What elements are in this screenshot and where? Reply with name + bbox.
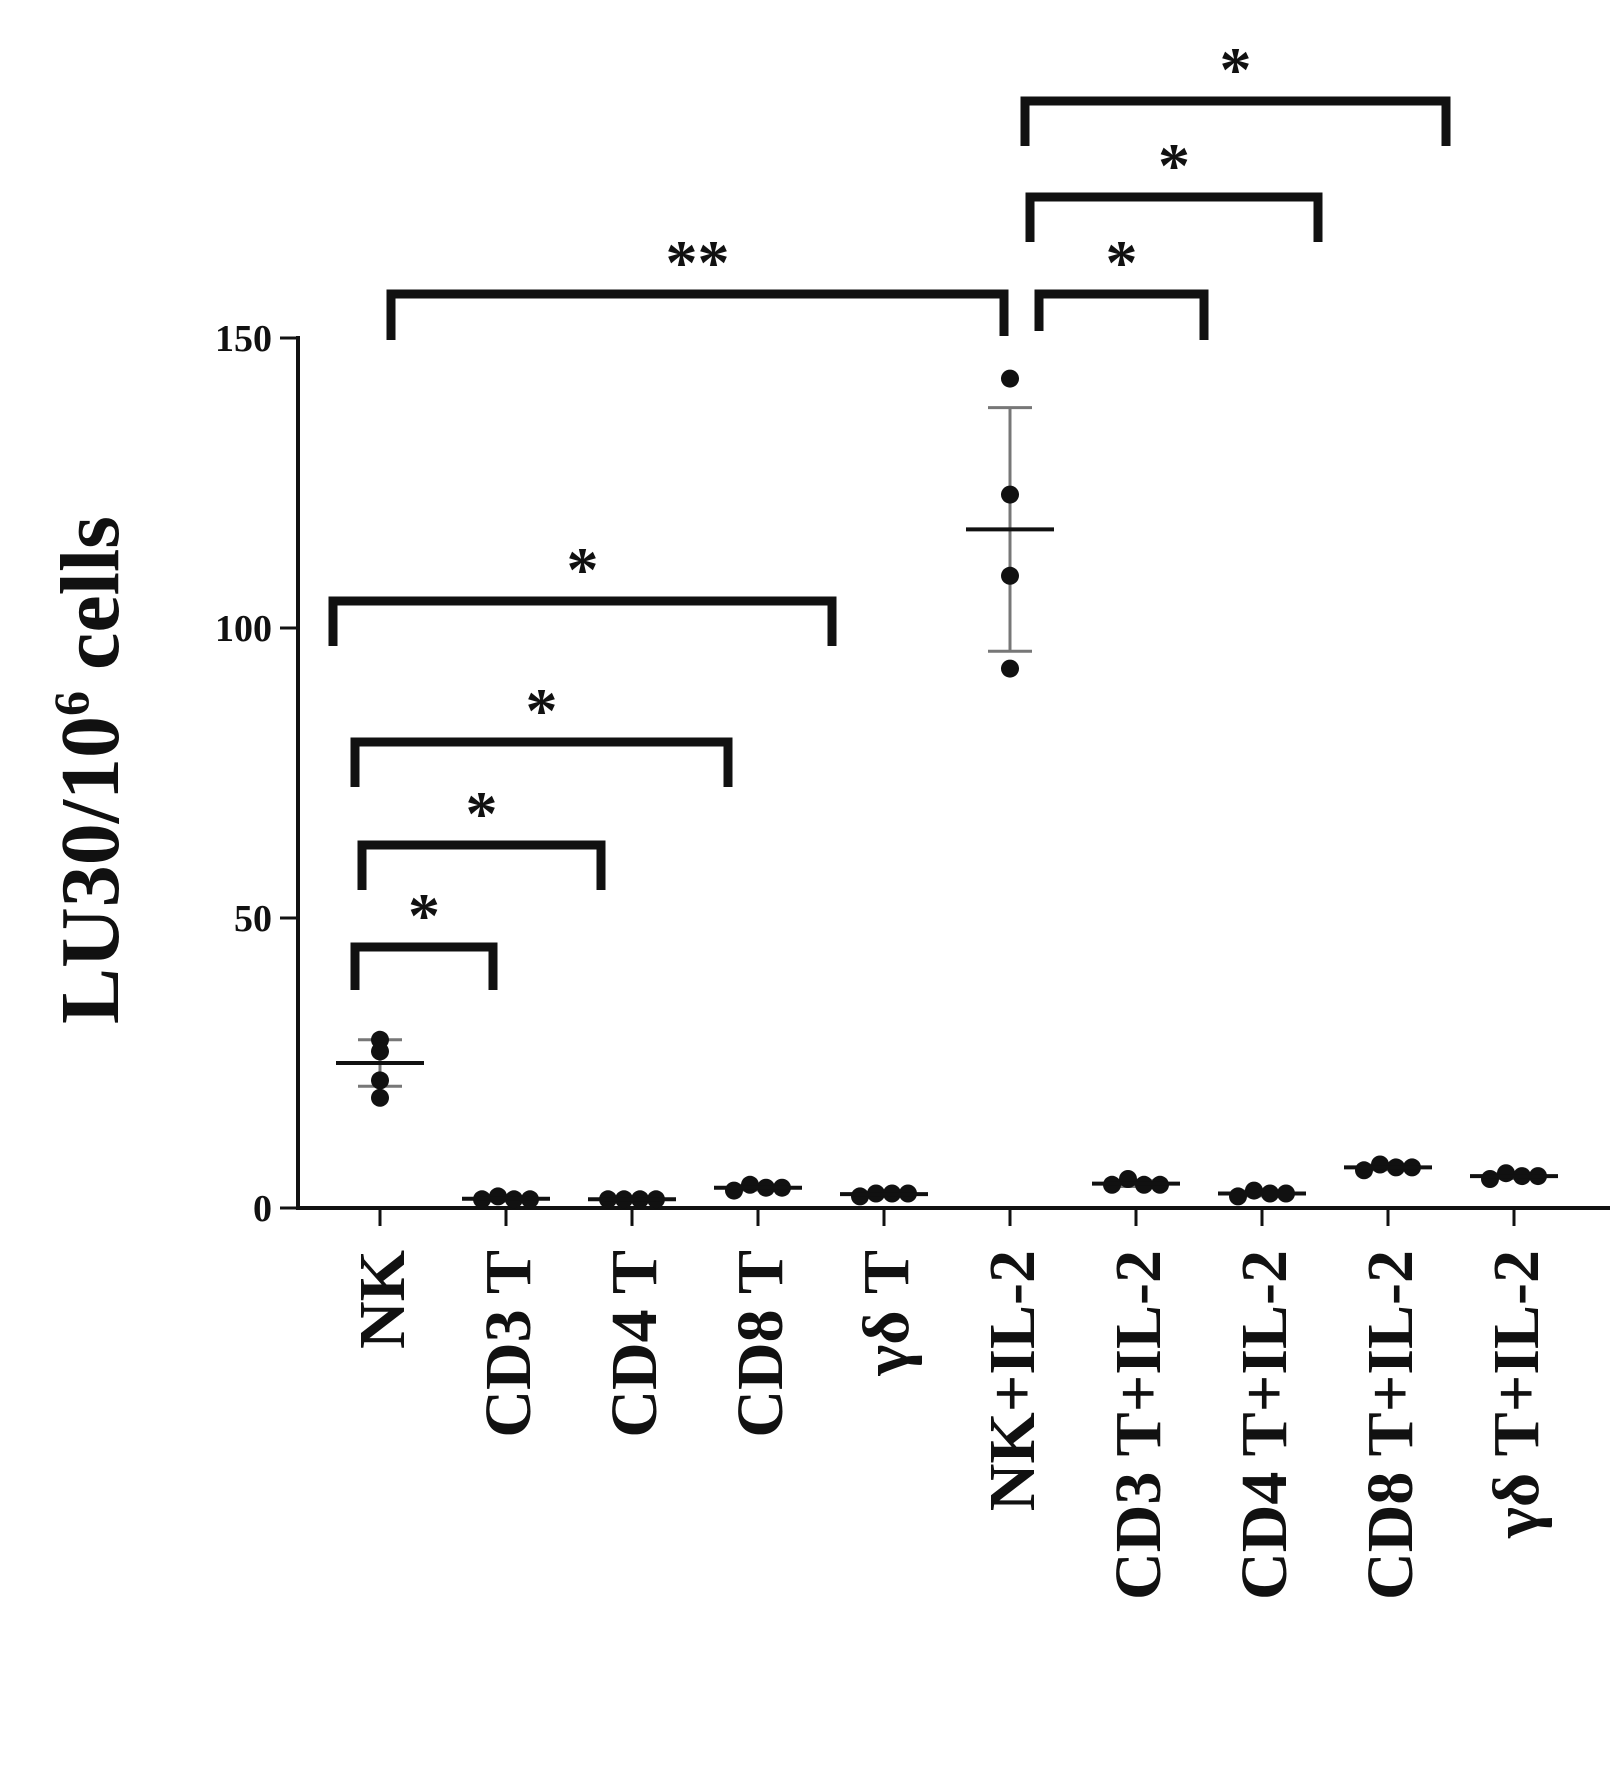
- data-point: [1001, 485, 1019, 504]
- category-label: NK+IL-2: [976, 1250, 1049, 1511]
- significance-bracket: *: [357, 778, 606, 890]
- significance-bracket: **: [386, 227, 1009, 340]
- bracket-line: [1025, 192, 1323, 242]
- data-group: [714, 1175, 802, 1200]
- data-groups: [336, 369, 1558, 1209]
- data-point: [489, 1187, 507, 1206]
- bracket-line: [350, 737, 733, 787]
- data-group: [1344, 1155, 1432, 1180]
- y-axis-label-exponent: 6: [43, 691, 99, 716]
- data-group: [336, 1030, 424, 1107]
- data-group: [966, 369, 1054, 678]
- axes: 0 50 100 150: [215, 318, 1610, 1230]
- significance-bracket: *: [328, 534, 837, 646]
- bracket-line: [1020, 96, 1451, 146]
- data-point: [371, 1042, 389, 1061]
- significance-brackets: ****** ***: [328, 34, 1451, 990]
- data-point: [1001, 369, 1019, 388]
- significance-bracket: *: [1034, 227, 1209, 340]
- data-point: [1001, 566, 1019, 585]
- significance-label: *: [1106, 227, 1138, 298]
- significance-bracket: *: [350, 675, 733, 787]
- significance-label: *: [466, 778, 498, 849]
- y-axis-label: LU30/106 cells: [43, 516, 137, 1024]
- category-label: γδ T+IL-2: [1480, 1250, 1553, 1539]
- data-group: [588, 1190, 676, 1209]
- y-tick-label: 50: [234, 898, 272, 940]
- bracket-line: [357, 840, 606, 890]
- data-group: [840, 1184, 928, 1206]
- category-label: CD3 T: [472, 1250, 545, 1438]
- data-point: [371, 1088, 389, 1107]
- bracket-line: [386, 289, 1009, 340]
- bracket-line: [350, 942, 498, 990]
- y-tick-label: 150: [215, 318, 272, 360]
- category-label: CD3 T+IL-2: [1102, 1250, 1175, 1600]
- data-point: [725, 1181, 743, 1200]
- data-point: [371, 1071, 389, 1090]
- significance-label: **: [666, 227, 730, 298]
- significance-label: *: [408, 880, 440, 951]
- data-point: [1355, 1161, 1373, 1180]
- data-point: [1229, 1187, 1247, 1206]
- y-axis-label-suffix: cells: [44, 516, 137, 691]
- category-label: γδ T: [850, 1250, 923, 1377]
- y-tick-label: 100: [215, 608, 272, 650]
- significance-bracket: *: [1020, 34, 1451, 146]
- significance-label: *: [1158, 130, 1190, 201]
- data-group: [1470, 1164, 1558, 1188]
- significance-bracket: *: [350, 880, 498, 990]
- data-point: [1497, 1164, 1515, 1183]
- data-point: [851, 1187, 869, 1206]
- data-point: [1245, 1181, 1263, 1200]
- category-label: CD4 T: [598, 1250, 671, 1438]
- significance-bracket: *: [1025, 130, 1323, 242]
- category-label: CD8 T: [724, 1250, 797, 1438]
- category-label: NK: [346, 1250, 419, 1349]
- category-label: CD8 T+IL-2: [1354, 1250, 1427, 1600]
- y-axis-label-main: LU30/10: [44, 716, 137, 1024]
- significance-label: *: [1220, 34, 1252, 105]
- category-label: CD4 T+IL-2: [1228, 1250, 1301, 1600]
- data-point: [1371, 1155, 1389, 1174]
- data-group: [1218, 1181, 1306, 1206]
- significance-label: *: [567, 534, 599, 605]
- category-labels: NK CD3 T CD4 T CD8 T γδ T NK+IL-2 CD3 T+IL-2 CD…: [346, 1250, 1553, 1600]
- bracket-line: [328, 596, 837, 646]
- bracket-line: [1034, 289, 1209, 340]
- y-tick-label: 0: [253, 1188, 272, 1230]
- data-group: [1092, 1170, 1180, 1194]
- data-point: [1481, 1170, 1499, 1188]
- data-group: [462, 1187, 550, 1209]
- data-point: [1001, 659, 1019, 678]
- svg-text:LU30/106 cells: LU30/106 cells: [43, 516, 137, 1024]
- data-point: [741, 1175, 759, 1194]
- significance-label: *: [526, 675, 558, 746]
